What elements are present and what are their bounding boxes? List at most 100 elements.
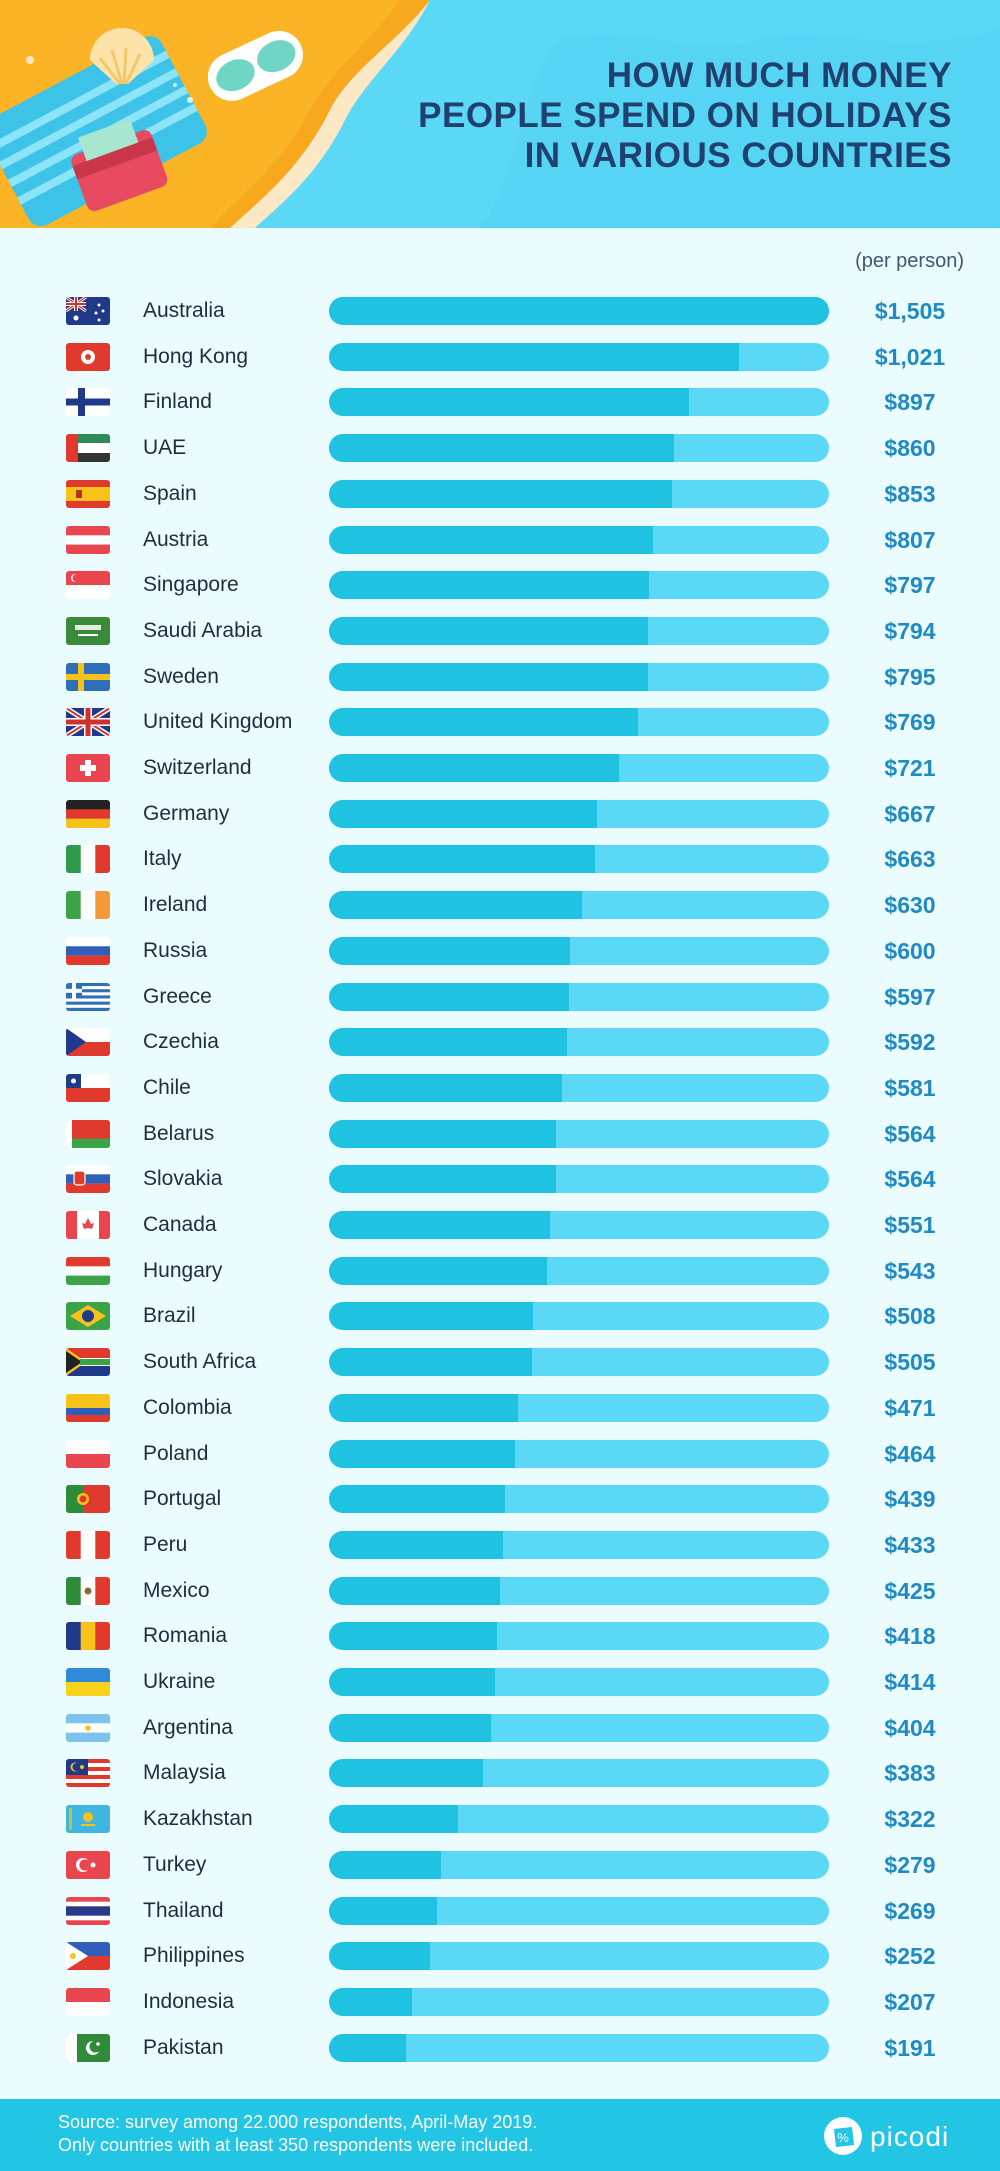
bar	[329, 1713, 492, 1742]
bar	[329, 1576, 500, 1605]
picodi-logo-icon: %	[824, 2117, 862, 2155]
bar-row: Russia $600	[0, 928, 1000, 974]
category-label: Turkey	[143, 1852, 207, 1876]
bar	[329, 708, 638, 737]
flag-belarus-icon	[66, 1119, 110, 1148]
bar	[329, 1896, 438, 1925]
header-banner: How much money people spend on holidays …	[0, 0, 1000, 228]
value-label: $433	[884, 1531, 936, 1558]
flag-portugal-icon	[66, 1485, 110, 1514]
value-label: $860	[884, 435, 936, 462]
bar-track	[329, 571, 829, 600]
bar-row: Greece $597	[0, 974, 1000, 1020]
bar	[329, 1530, 503, 1559]
category-label: Germany	[143, 801, 230, 825]
bar-track	[329, 799, 829, 828]
bar-track	[329, 1530, 829, 1559]
value-label: $663	[884, 846, 936, 873]
flag-mexico-icon	[66, 1576, 110, 1605]
bar-row: Saudi Arabia $794	[0, 608, 1000, 654]
bar-row: Finland $897	[0, 379, 1000, 425]
category-label: Switzerland	[143, 756, 252, 779]
category-label: Czechia	[143, 1030, 219, 1054]
bar-track	[329, 891, 829, 920]
category-label: Austria	[143, 527, 209, 551]
flag-czechia-icon	[66, 1028, 110, 1057]
source-line-2: Only countries with at least 350 respond…	[58, 2135, 534, 2155]
bar	[329, 1165, 556, 1194]
flag-finland-icon	[66, 388, 110, 417]
bar-row: Pakistan $191	[0, 2025, 1000, 2071]
bar	[329, 845, 596, 874]
bar	[329, 891, 582, 920]
flag-thailand-icon	[66, 1896, 110, 1925]
flag-sweden-icon	[66, 662, 110, 691]
bar-track	[329, 479, 829, 508]
bar-row: Argentina $404	[0, 1705, 1000, 1751]
flag-indonesia-icon	[66, 1987, 110, 2016]
title-line-3: in various countries	[524, 136, 952, 175]
category-label: Belarus	[143, 1121, 215, 1145]
bar-track	[329, 1987, 829, 2016]
bar-row: Hungary $543	[0, 1248, 1000, 1294]
bar-track	[329, 1485, 829, 1514]
bar-row: Australia $1,505	[0, 288, 1000, 334]
bar	[329, 754, 619, 782]
bar	[329, 1759, 483, 1788]
category-label: Ukraine	[143, 1670, 216, 1693]
value-label: $508	[884, 1303, 936, 1330]
bar	[329, 1987, 413, 2016]
value-label: $1,021	[874, 343, 946, 370]
flag-philippines-icon	[66, 1942, 110, 1971]
category-label: Canada	[143, 1213, 217, 1236]
value-label: $807	[884, 526, 936, 553]
category-label: Pakistan	[143, 2035, 224, 2059]
bar-track	[329, 1028, 829, 1057]
bar-row: Mexico $425	[0, 1568, 1000, 1614]
flag-romania-icon	[66, 1622, 110, 1651]
bar	[329, 799, 597, 828]
category-label: Slovakia	[143, 1167, 223, 1191]
category-label: South Africa	[143, 1350, 257, 1374]
bar	[329, 342, 740, 371]
category-label: Chile	[143, 1075, 191, 1099]
category-label: Brazil	[143, 1304, 196, 1328]
bar-row: Poland $464	[0, 1431, 1000, 1477]
flag-pakistan-icon	[66, 2033, 110, 2062]
flag-peru-icon	[66, 1530, 110, 1559]
category-label: Colombia	[143, 1395, 232, 1419]
flag-hong-kong-icon	[66, 342, 110, 371]
flag-malaysia-icon	[66, 1759, 110, 1788]
bar	[329, 662, 649, 691]
bar-track	[329, 1302, 829, 1331]
bar-track	[329, 1896, 829, 1925]
flag-saudi-arabia-icon	[66, 616, 110, 645]
bar-row: Philippines $252	[0, 1933, 1000, 1979]
bar-track	[329, 982, 829, 1011]
bar-row: Portugal $439	[0, 1476, 1000, 1522]
category-label: Italy	[143, 847, 182, 871]
flag-south-africa-icon	[66, 1348, 110, 1377]
flag-austria-icon	[66, 525, 110, 554]
bar-track	[329, 845, 829, 874]
value-label: $207	[884, 1988, 936, 2015]
bar-row: Peru $433	[0, 1522, 1000, 1568]
flag-turkey-icon	[66, 1850, 110, 1879]
value-label: $853	[884, 480, 936, 507]
bar-track	[329, 1439, 829, 1468]
value-label: $383	[884, 1760, 936, 1787]
bar-track	[329, 1073, 829, 1102]
flag-uae-icon	[66, 434, 110, 463]
bar	[329, 1028, 567, 1057]
flag-chile-icon	[66, 1073, 110, 1102]
value-label: $794	[884, 617, 936, 644]
value-label: $795	[884, 663, 936, 690]
value-label: $418	[884, 1623, 936, 1650]
bar-track	[329, 616, 829, 645]
value-label: $721	[884, 755, 936, 781]
value-label: $279	[884, 1851, 936, 1878]
flag-greece-icon	[66, 982, 110, 1011]
bar	[329, 1119, 556, 1148]
value-label: $439	[884, 1486, 936, 1513]
category-label: Malaysia	[143, 1761, 226, 1785]
